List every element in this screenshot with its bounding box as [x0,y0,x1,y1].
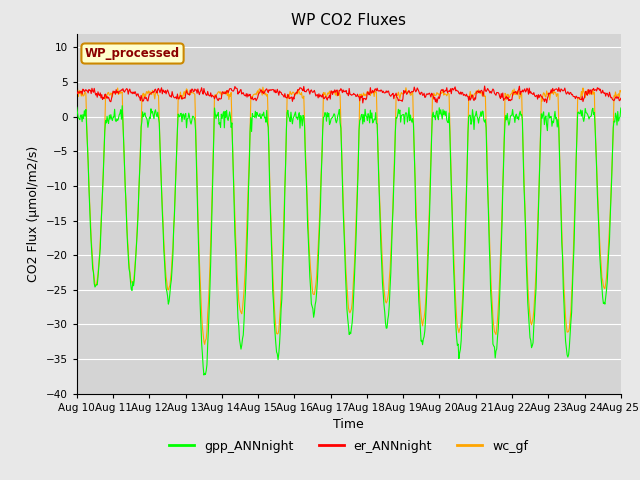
X-axis label: Time: Time [333,418,364,431]
Legend: gpp_ANNnight, er_ANNnight, wc_gf: gpp_ANNnight, er_ANNnight, wc_gf [164,434,533,457]
Text: WP_processed: WP_processed [85,47,180,60]
Y-axis label: CO2 Flux (μmol/m2/s): CO2 Flux (μmol/m2/s) [28,145,40,282]
Title: WP CO2 Fluxes: WP CO2 Fluxes [291,13,406,28]
